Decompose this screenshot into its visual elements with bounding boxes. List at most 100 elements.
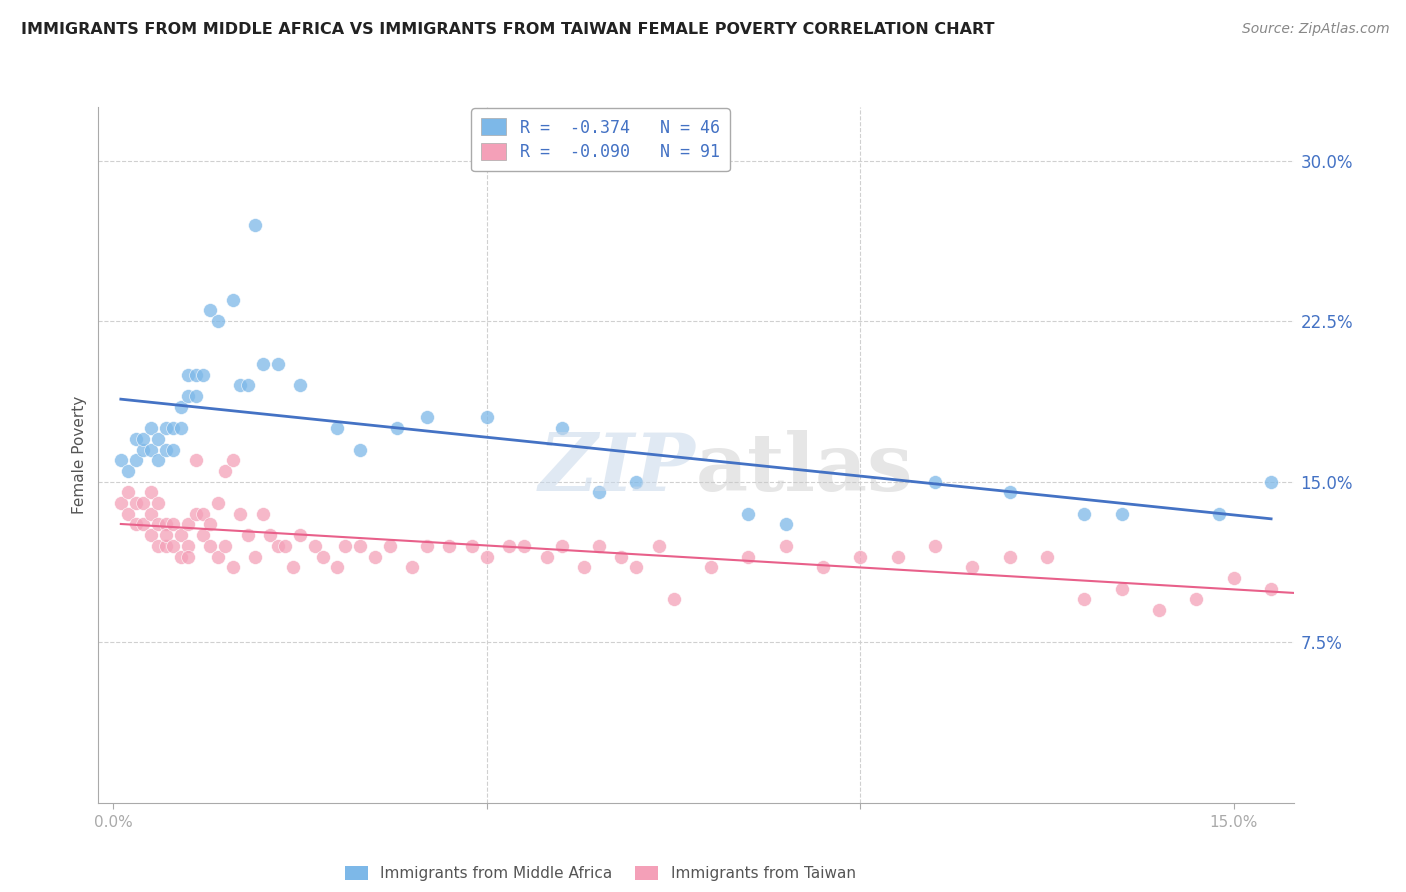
Point xyxy=(245,549,267,564)
Point xyxy=(475,549,498,564)
Point xyxy=(304,539,326,553)
Point xyxy=(267,357,290,371)
Point xyxy=(236,378,259,392)
Point xyxy=(207,314,229,328)
Point xyxy=(125,432,148,446)
Point xyxy=(550,421,572,435)
Point xyxy=(177,389,200,403)
Point xyxy=(200,303,222,318)
Point xyxy=(364,549,387,564)
Point xyxy=(326,560,349,574)
Point xyxy=(737,549,759,564)
Point xyxy=(200,517,222,532)
Point xyxy=(132,432,155,446)
Point xyxy=(184,507,207,521)
Point xyxy=(148,517,170,532)
Point xyxy=(647,539,669,553)
Text: IMMIGRANTS FROM MIDDLE AFRICA VS IMMIGRANTS FROM TAIWAN FEMALE POVERTY CORRELATI: IMMIGRANTS FROM MIDDLE AFRICA VS IMMIGRA… xyxy=(21,22,994,37)
Point xyxy=(200,539,222,553)
Point xyxy=(333,539,356,553)
Point xyxy=(125,453,148,467)
Point xyxy=(184,453,207,467)
Point xyxy=(177,517,200,532)
Point xyxy=(439,539,461,553)
Point xyxy=(117,485,139,500)
Point xyxy=(117,507,139,521)
Point xyxy=(1334,592,1357,607)
Text: Source: ZipAtlas.com: Source: ZipAtlas.com xyxy=(1241,22,1389,37)
Point xyxy=(177,368,200,382)
Point xyxy=(155,528,177,542)
Point xyxy=(125,517,148,532)
Point xyxy=(1147,603,1170,617)
Point xyxy=(737,507,759,521)
Point xyxy=(498,539,520,553)
Point xyxy=(998,485,1021,500)
Point xyxy=(385,421,409,435)
Point xyxy=(624,475,647,489)
Point xyxy=(184,368,207,382)
Point xyxy=(349,442,371,457)
Point xyxy=(148,453,170,467)
Point xyxy=(110,453,132,467)
Point xyxy=(288,378,311,392)
Point xyxy=(148,496,170,510)
Point xyxy=(962,560,984,574)
Y-axis label: Female Poverty: Female Poverty xyxy=(72,396,87,514)
Point xyxy=(191,368,214,382)
Point xyxy=(1298,592,1320,607)
Point xyxy=(662,592,685,607)
Point xyxy=(252,507,274,521)
Point xyxy=(550,539,572,553)
Point xyxy=(259,528,281,542)
Point xyxy=(252,357,274,371)
Point xyxy=(236,528,259,542)
Point xyxy=(169,549,191,564)
Point xyxy=(162,421,184,435)
Point xyxy=(416,410,439,425)
Point xyxy=(588,485,610,500)
Point xyxy=(924,539,946,553)
Point xyxy=(169,528,191,542)
Point xyxy=(162,517,184,532)
Point xyxy=(1372,582,1395,596)
Point xyxy=(222,293,245,307)
Point xyxy=(132,442,155,457)
Point xyxy=(588,539,610,553)
Point xyxy=(207,496,229,510)
Point xyxy=(155,517,177,532)
Point xyxy=(886,549,908,564)
Point xyxy=(229,507,252,521)
Point xyxy=(1260,582,1282,596)
Point xyxy=(222,453,245,467)
Point xyxy=(281,560,304,574)
Point xyxy=(311,549,333,564)
Point xyxy=(155,539,177,553)
Point xyxy=(155,442,177,457)
Point xyxy=(125,496,148,510)
Text: atlas: atlas xyxy=(696,430,914,508)
Point xyxy=(191,507,214,521)
Point xyxy=(1222,571,1246,585)
Point xyxy=(1185,592,1208,607)
Point xyxy=(513,539,536,553)
Point xyxy=(475,410,498,425)
Point xyxy=(229,378,252,392)
Point xyxy=(267,539,290,553)
Point xyxy=(169,400,191,414)
Point xyxy=(849,549,872,564)
Point xyxy=(1260,475,1282,489)
Point xyxy=(378,539,401,553)
Point xyxy=(1111,507,1133,521)
Point xyxy=(572,560,595,574)
Point xyxy=(245,218,267,232)
Point xyxy=(177,539,200,553)
Point xyxy=(169,421,191,435)
Point xyxy=(117,464,139,478)
Point xyxy=(139,485,162,500)
Point xyxy=(132,517,155,532)
Point xyxy=(184,389,207,403)
Text: ZIP: ZIP xyxy=(538,430,696,508)
Point xyxy=(536,549,558,564)
Point xyxy=(775,517,797,532)
